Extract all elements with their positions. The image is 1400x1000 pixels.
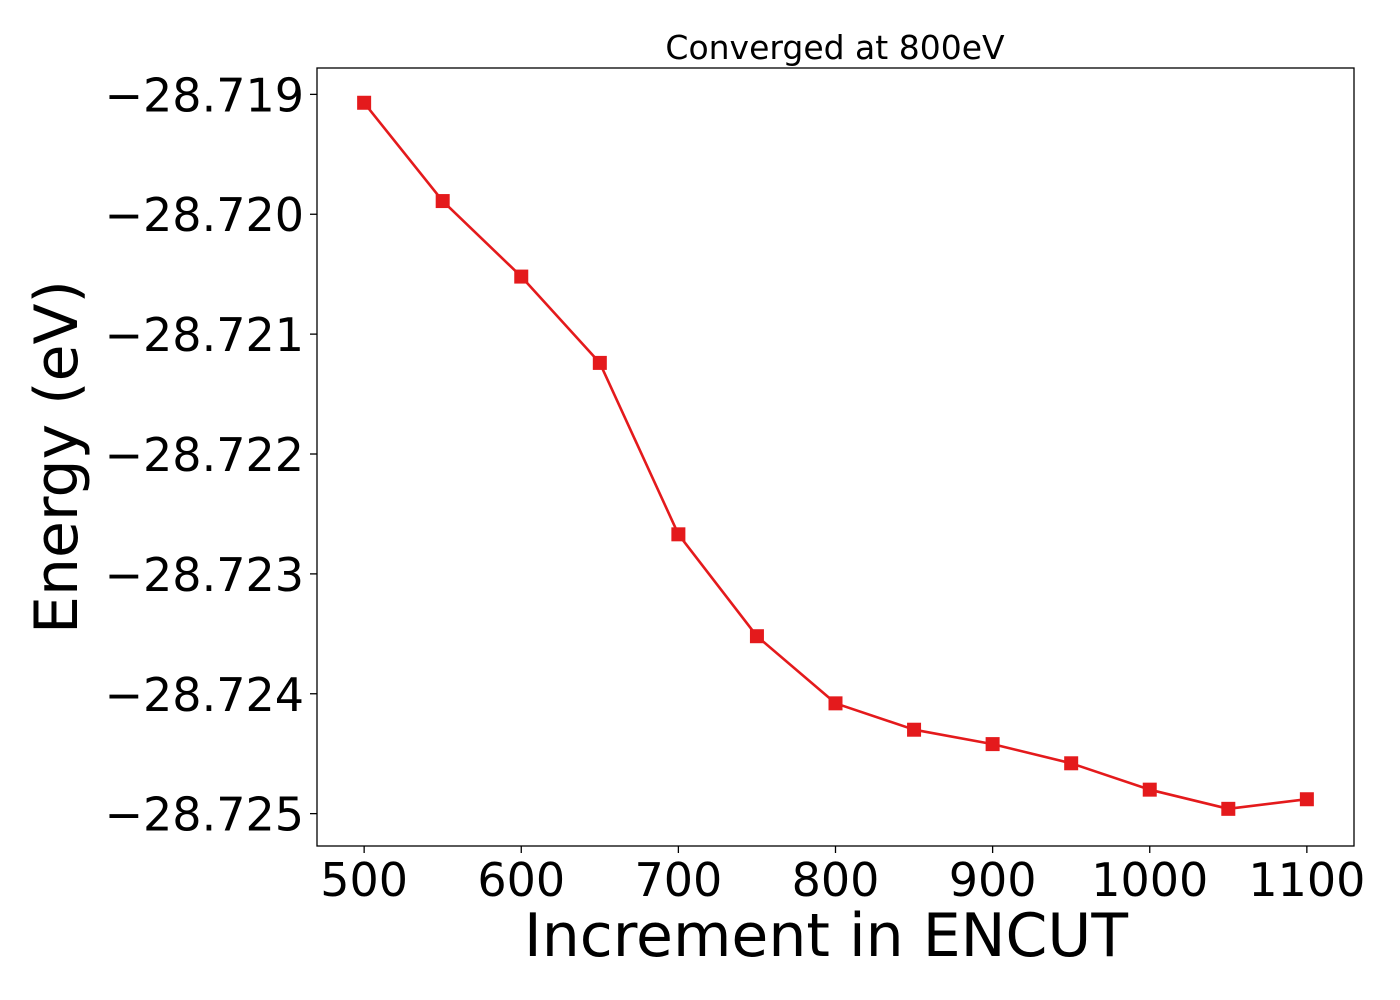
- x-tick-label: 900: [949, 853, 1037, 907]
- data-point-marker: [985, 737, 1000, 752]
- data-point-marker: [357, 95, 372, 110]
- chart-title: Converged at 800eV: [665, 28, 1005, 67]
- data-point-marker: [1221, 801, 1236, 816]
- data-point-marker: [1064, 756, 1079, 771]
- x-tick-label: 500: [320, 853, 408, 907]
- data-point-marker: [1299, 792, 1314, 807]
- y-tick-label: −28.719: [105, 68, 305, 122]
- x-tick-label: 600: [477, 853, 565, 907]
- x-axis-label: Increment in ENCUT: [524, 901, 1128, 971]
- y-axis-label: Energy (eV): [22, 280, 92, 634]
- y-tick-label: −28.725: [105, 788, 305, 842]
- y-tick-label: −28.720: [105, 188, 305, 242]
- x-tick-label: 1100: [1248, 853, 1365, 907]
- data-point-marker: [907, 722, 922, 737]
- data-point-marker: [435, 194, 450, 209]
- y-tick-label: −28.721: [105, 308, 305, 362]
- y-tick-label: −28.724: [105, 668, 305, 722]
- plot-frame: [316, 67, 1355, 847]
- data-point-marker: [671, 527, 686, 542]
- y-tick-label: −28.722: [105, 428, 305, 482]
- x-tick-label: 1000: [1091, 853, 1208, 907]
- data-point-marker: [1142, 782, 1157, 797]
- x-axis-ticks: 500 600 700 800 900 1000 1100: [320, 846, 1365, 907]
- data-point-marker: [749, 629, 764, 644]
- data-point-marker: [592, 355, 607, 370]
- series-layer: [357, 95, 1314, 816]
- y-axis-ticks: −28.719 −28.720 −28.721 −28.722 −28.723 −28.7…: [105, 68, 317, 842]
- data-point-marker: [828, 696, 843, 711]
- y-tick-label: −28.723: [105, 548, 305, 602]
- x-tick-label: 800: [792, 853, 880, 907]
- x-tick-label: 700: [634, 853, 722, 907]
- data-point-marker: [514, 269, 529, 284]
